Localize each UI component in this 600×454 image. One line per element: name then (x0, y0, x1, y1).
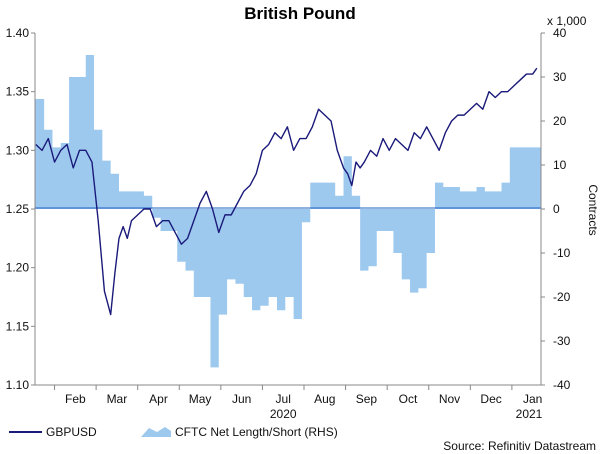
legend-cftc-label: CFTC Net Length/Short (RHS) (175, 425, 338, 439)
x-axis-tick-label: Dec (480, 392, 501, 406)
right-axis-tick-label: -20 (553, 290, 571, 304)
legend: GBPUSD CFTC Net Length/Short (RHS) (9, 425, 338, 439)
x-axis-tick-label: Nov (439, 392, 460, 406)
x-axis-year-label: 2021 (516, 407, 543, 421)
x-axis-tick-label: Feb (65, 392, 86, 406)
left-axis-tick-label: 1.10 (6, 378, 30, 392)
x-axis: Feb Mar Apr May Jun Jul Aug Sep Oct Nov Dec Jan 2020… (35, 384, 543, 421)
legend-gbpusd-label: GBPUSD (46, 425, 97, 439)
x-axis-tick-label: Apr (149, 392, 168, 406)
x-axis-tick-label: Oct (399, 392, 418, 406)
source-note: Source: Refinitiv Datastream (443, 439, 596, 453)
right-axis-label: Contracts (586, 184, 600, 235)
chart-title: British Pound (244, 4, 355, 23)
right-axis: -40 -30 -20 -10 0 10 20 30 40 (540, 26, 571, 392)
x-axis-tick-label: Jan (523, 392, 542, 406)
right-axis-tick-label: 30 (553, 70, 567, 84)
right-axis-tick-label: 40 (553, 26, 567, 40)
left-axis: 1.10 1.15 1.20 1.25 1.30 1.35 1.40 (6, 26, 36, 392)
right-axis-tick-label: 10 (553, 158, 567, 172)
x-axis-year-label: 2020 (270, 407, 297, 421)
cftc-area-layer (35, 55, 541, 368)
x-axis-tick-label: Sep (356, 392, 378, 406)
cftc-area (35, 55, 541, 368)
x-axis-tick-label: Aug (314, 392, 335, 406)
left-axis-tick-label: 1.20 (6, 261, 30, 275)
left-axis-tick-label: 1.25 (6, 202, 30, 216)
legend-cftc-swatch (141, 427, 171, 437)
left-axis-tick-label: 1.40 (6, 26, 30, 40)
gbpusd-line-layer (35, 67, 538, 316)
right-axis-tick-label: -30 (553, 334, 571, 348)
x-axis-tick-label: Mar (107, 392, 128, 406)
right-axis-tick-label: 0 (553, 202, 560, 216)
left-axis-tick-label: 1.15 (6, 319, 30, 333)
x-axis-tick-label: Jul (276, 392, 291, 406)
right-axis-tick-label: -10 (553, 246, 571, 260)
gbpusd-line (35, 67, 538, 316)
x-axis-tick-label: May (189, 392, 212, 406)
x-axis-tick-label: Jun (232, 392, 251, 406)
left-axis-tick-label: 1.35 (6, 85, 30, 99)
plot-area (35, 33, 541, 385)
right-axis-tick-label: 20 (553, 114, 567, 128)
right-axis-multiplier: x 1,000 (547, 14, 587, 28)
left-axis-tick-label: 1.30 (6, 143, 30, 157)
right-axis-tick-label: -40 (553, 378, 571, 392)
